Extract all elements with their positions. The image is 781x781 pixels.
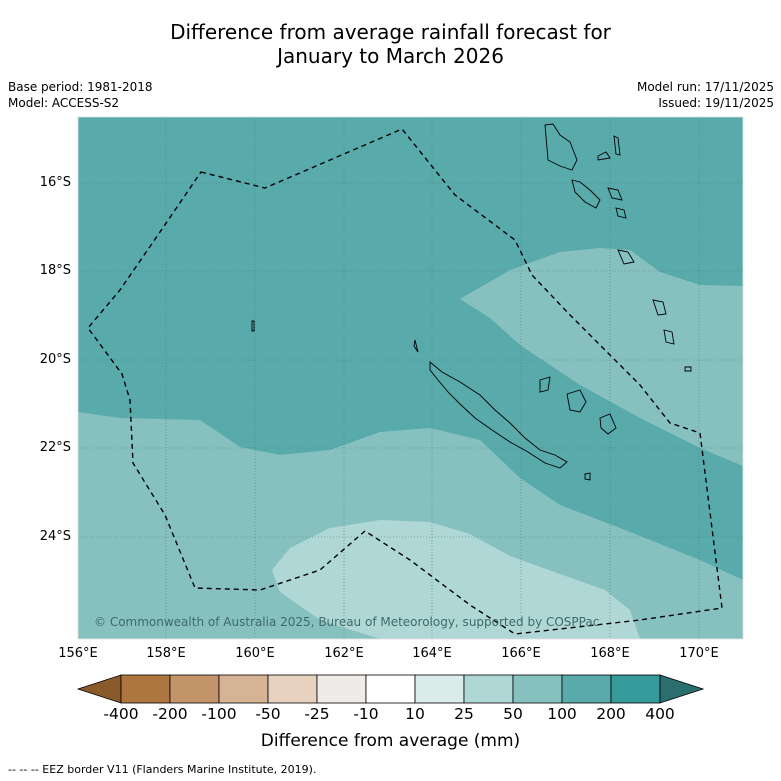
island bbox=[652, 299, 667, 316]
island bbox=[597, 151, 611, 161]
lon-label: 156°E bbox=[58, 646, 98, 661]
island bbox=[684, 366, 692, 372]
lat-label: 20°S bbox=[39, 352, 71, 367]
colorbar-label: -400 bbox=[103, 705, 139, 723]
colorbar-label: 10 bbox=[405, 705, 425, 723]
island bbox=[663, 329, 675, 345]
island bbox=[571, 179, 601, 209]
colorbar-label: 200 bbox=[596, 705, 626, 723]
colorbar-extension-low bbox=[76, 674, 122, 704]
island bbox=[251, 320, 255, 332]
colorbar-bin bbox=[512, 674, 563, 704]
lat-label: 18°S bbox=[39, 263, 71, 278]
colorbar-label: 50 bbox=[503, 705, 523, 723]
island bbox=[599, 413, 617, 435]
colorbar-bin bbox=[120, 674, 171, 704]
island bbox=[539, 376, 551, 393]
new-caledonia bbox=[429, 361, 568, 469]
colorbar-bin bbox=[365, 674, 416, 704]
map-area: © Commonwealth of Australia 2025, Bureau… bbox=[78, 117, 743, 639]
island bbox=[617, 249, 635, 265]
model-name: Model: ACCESS-S2 bbox=[8, 96, 120, 110]
colorbar-bin bbox=[316, 674, 367, 704]
colorbar-bin bbox=[218, 674, 269, 704]
island bbox=[584, 472, 591, 481]
colorbar-bin bbox=[463, 674, 514, 704]
eez-footnote: -- -- -- EEZ border V11 (Flanders Marine… bbox=[8, 763, 317, 776]
graticule bbox=[78, 117, 743, 639]
lat-label: 24°S bbox=[39, 529, 71, 544]
lon-label: 164°E bbox=[412, 646, 452, 661]
anomaly-band-25-50 bbox=[272, 520, 640, 639]
colorbar bbox=[76, 674, 705, 704]
colorbar-label: 400 bbox=[645, 705, 675, 723]
island bbox=[607, 187, 623, 201]
map-title-line-1: Difference from average rainfall forecas… bbox=[170, 20, 611, 44]
island bbox=[566, 389, 587, 413]
colorbar-label: 25 bbox=[454, 705, 474, 723]
model-run: Model run: 17/11/2025 bbox=[636, 80, 774, 94]
lon-label: 168°E bbox=[590, 646, 630, 661]
lon-label: 162°E bbox=[324, 646, 364, 661]
colorbar-label: -100 bbox=[201, 705, 237, 723]
copyright-notice: © Commonwealth of Australia 2025, Bureau… bbox=[94, 615, 599, 629]
island bbox=[615, 207, 627, 219]
colorbar-bin bbox=[414, 674, 465, 704]
base-period: Base period: 1981-2018 bbox=[8, 80, 153, 94]
map-frame bbox=[77, 116, 744, 640]
lon-label: 160°E bbox=[235, 646, 275, 661]
island bbox=[413, 339, 419, 353]
lat-label: 16°S bbox=[39, 175, 71, 190]
issued-date: Issued: 19/11/2025 bbox=[658, 96, 774, 110]
colorbar-bin bbox=[561, 674, 612, 704]
colorbar-bin bbox=[610, 674, 661, 704]
lon-label: 170°E bbox=[679, 646, 719, 661]
colorbar-label: -25 bbox=[304, 705, 330, 723]
lon-label: 158°E bbox=[146, 646, 186, 661]
lat-label: 22°S bbox=[39, 440, 71, 455]
island bbox=[544, 123, 578, 171]
colorbar-extension-high bbox=[659, 674, 705, 704]
colorbar-label: -10 bbox=[353, 705, 379, 723]
colorbar-label: -50 bbox=[255, 705, 281, 723]
map-title-line-2: January to March 2026 bbox=[277, 44, 504, 68]
colorbar-bin bbox=[169, 674, 220, 704]
anomaly-band-50-100-east bbox=[460, 248, 743, 466]
colorbar-label: -200 bbox=[152, 705, 188, 723]
lon-label: 166°E bbox=[501, 646, 541, 661]
islands bbox=[251, 123, 692, 481]
colorbar-label: 100 bbox=[547, 705, 577, 723]
island bbox=[613, 135, 621, 156]
colorbar-bin bbox=[267, 674, 318, 704]
colorbar-title: Difference from average (mm) bbox=[260, 731, 521, 751]
